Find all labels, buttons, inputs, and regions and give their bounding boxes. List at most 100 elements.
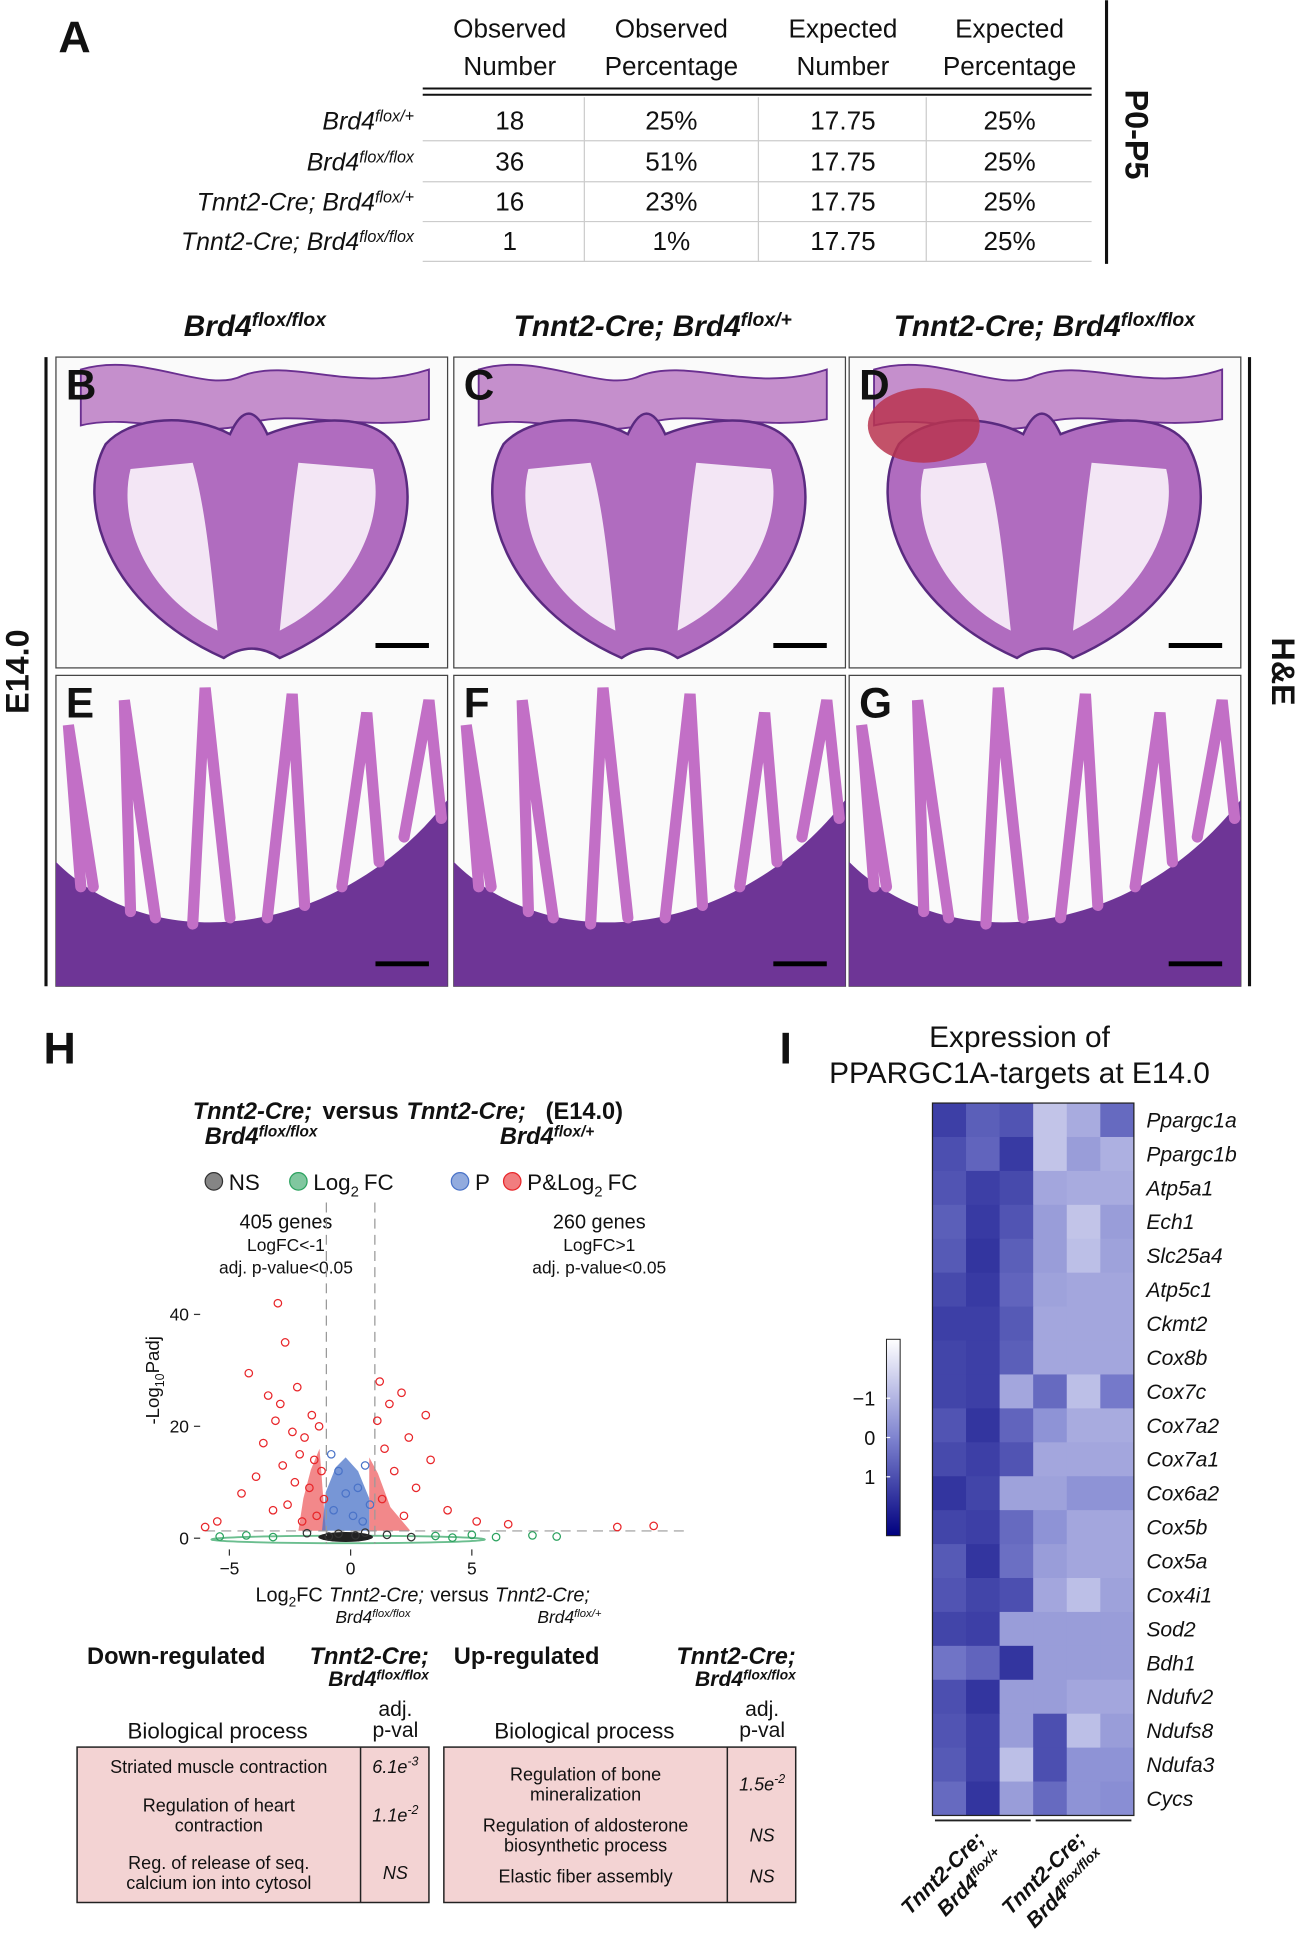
heatmap-cell xyxy=(966,1510,1001,1545)
heatmap-cell xyxy=(1066,1204,1101,1240)
heatmap-cell xyxy=(932,1340,967,1375)
heatmap-cell xyxy=(999,1577,1034,1613)
column-header: Expected xyxy=(789,14,898,44)
heatmap-cell xyxy=(1100,1611,1135,1647)
table-cell: 23% xyxy=(645,186,697,216)
tissue-trabeculae xyxy=(62,687,447,930)
point xyxy=(273,1298,283,1308)
row-genotype: Tnnt2-Cre; Brd4flox/+ xyxy=(197,188,414,216)
legend-name: P xyxy=(475,1170,490,1195)
legend-label: P&Log2 FC xyxy=(527,1170,637,1200)
heatmap-cell xyxy=(932,1510,967,1545)
heatmap-cell xyxy=(1033,1476,1068,1511)
heatmap-cell xyxy=(932,1306,967,1342)
panel-letter: C xyxy=(464,361,495,408)
gene-label: Ndufs8 xyxy=(1146,1720,1213,1743)
x-axis-label: Log2FC Tnnt2-Cre; versus Tnnt2-Cre; xyxy=(255,1585,589,1610)
point xyxy=(271,1416,280,1426)
genotype-main: Brd4 xyxy=(184,310,252,343)
point xyxy=(385,1399,394,1409)
go-pval: 6.1e-3 xyxy=(372,1755,418,1777)
x-label-mid: FC xyxy=(296,1585,323,1607)
genotype-superscript: flox/flox xyxy=(372,1608,411,1620)
heatmap-cell xyxy=(932,1170,967,1206)
point xyxy=(404,1433,414,1442)
tissue-lumen xyxy=(127,462,218,631)
point xyxy=(244,1368,254,1378)
heatmap-cell xyxy=(999,1204,1034,1240)
point xyxy=(215,1532,225,1541)
go-process: calcium ion into cytosol xyxy=(126,1873,311,1893)
heatmap-cell xyxy=(932,1476,967,1511)
gene-label: Ndufv2 xyxy=(1146,1686,1213,1709)
heatmap-cell xyxy=(966,1747,1001,1783)
column-title: Tnnt2-Cre; Brd4flox/+ xyxy=(514,309,792,343)
heatmap-cell xyxy=(966,1544,1001,1579)
heatmap-cell xyxy=(1100,1510,1135,1545)
point xyxy=(237,1489,246,1498)
tissue-lumen xyxy=(1072,462,1169,631)
heatmap-cell xyxy=(1066,1272,1101,1308)
go-pval: NS xyxy=(750,1867,775,1887)
point xyxy=(268,1505,278,1515)
blood xyxy=(867,388,980,463)
heatmap-cell xyxy=(932,1204,967,1240)
legend-swatch xyxy=(204,1172,224,1191)
legend-subscript: 2 xyxy=(594,1184,602,1200)
point xyxy=(491,1532,501,1542)
heatmap-cell xyxy=(932,1103,967,1138)
go-heading: Down-regulated xyxy=(87,1644,265,1670)
table-cell: 18 xyxy=(495,106,524,136)
gene-label: Cycs xyxy=(1146,1788,1193,1811)
gene-label: Cox5a xyxy=(1146,1550,1207,1573)
legend-name: Log xyxy=(313,1170,350,1195)
heatmap-cell xyxy=(999,1408,1034,1443)
point xyxy=(305,1483,314,1493)
heatmap-cell xyxy=(966,1476,1001,1511)
annotation: LogFC<-1 xyxy=(247,1235,325,1255)
tissue-lumen xyxy=(677,462,774,631)
heatmap-cell xyxy=(966,1103,1001,1138)
heatmap-cell xyxy=(1033,1136,1068,1172)
heatmap-cell xyxy=(932,1544,967,1579)
point xyxy=(348,1511,358,1521)
heatmap-cell xyxy=(1100,1645,1135,1681)
genotype-superscript: flox/+ xyxy=(375,107,414,125)
heatmap-cell xyxy=(1033,1306,1068,1342)
point xyxy=(297,1517,307,1526)
point xyxy=(358,1517,368,1526)
heatmap-cell xyxy=(1033,1340,1068,1375)
heatmap-cell xyxy=(966,1645,1001,1681)
column-header: Number xyxy=(463,51,556,81)
point xyxy=(382,1530,392,1540)
table-cell: 1% xyxy=(653,226,691,256)
heatmap-cell xyxy=(966,1374,1001,1409)
legend-subscript: 2 xyxy=(351,1184,359,1200)
go-process: Regulation of heart xyxy=(143,1796,295,1816)
genotype-main: Brd4 xyxy=(695,1668,743,1691)
go-heading: Brd4flox/flox xyxy=(328,1667,430,1691)
genotype-main: Brd4 xyxy=(335,1607,372,1627)
heatmap-cell xyxy=(999,1136,1034,1172)
point xyxy=(528,1531,537,1540)
heatmap-cell xyxy=(999,1374,1034,1409)
y-label-sub: 10 xyxy=(153,1373,167,1387)
table-cell: 17.75 xyxy=(810,106,875,136)
x-label-g2: Tnnt2-Cre; xyxy=(495,1585,590,1607)
heatmap-cell xyxy=(932,1272,967,1308)
heatmap-cell xyxy=(1033,1679,1068,1715)
heatmap-cell xyxy=(932,1781,967,1816)
heatmap-cell xyxy=(1066,1103,1101,1138)
genotype-superscript: flox/flox xyxy=(359,228,415,246)
genotype-main: Brd4 xyxy=(307,149,360,177)
heatmap-cell xyxy=(1100,1204,1135,1240)
heatmap-cell xyxy=(932,1577,967,1613)
point xyxy=(334,1529,343,1539)
heatmap-cell xyxy=(966,1170,1001,1206)
go-process: Regulation of aldosterone xyxy=(483,1816,688,1836)
heatmap-cell xyxy=(966,1136,1001,1172)
point xyxy=(426,1455,435,1465)
point xyxy=(283,1500,292,1509)
panel-letter: H xyxy=(44,1023,76,1073)
